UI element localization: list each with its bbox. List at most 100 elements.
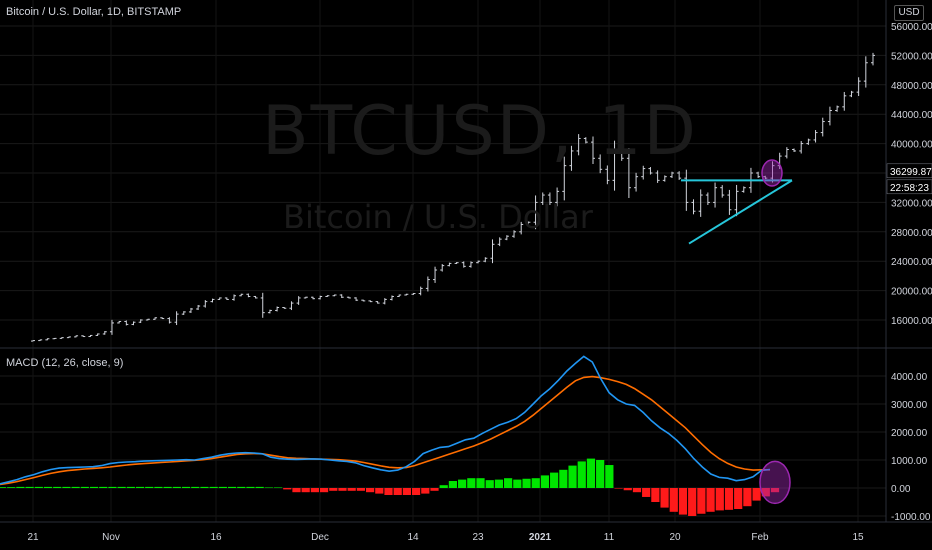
macd-histogram-bar [577, 461, 586, 488]
macd-histogram-bar [540, 475, 550, 488]
price-bar [691, 199, 696, 215]
macd-histogram-bar [586, 458, 596, 488]
macd-histogram-bar [255, 486, 264, 488]
price-bar [598, 154, 603, 174]
price-bar [361, 299, 366, 302]
price-bar [153, 317, 158, 320]
signal-line [0, 375, 770, 486]
price-bar [677, 171, 682, 180]
macd-histogram-bar [421, 488, 430, 494]
price-bar [648, 167, 653, 175]
price-bar [497, 237, 502, 247]
price-bar [827, 106, 832, 126]
macd-histogram-bar [522, 478, 531, 488]
price-tick-label: 44000.00 [891, 110, 932, 121]
price-bar [569, 145, 574, 171]
price-bar [763, 175, 768, 180]
macd-tick-label: 0.00 [891, 484, 911, 495]
macd-histogram-bar [246, 486, 255, 488]
macd-indicator-label[interactable]: MACD (12, 26, close, 9) [6, 357, 124, 369]
time-tick-label: Dec [311, 532, 329, 543]
macd-histogram-bar [660, 488, 669, 508]
price-bar [397, 294, 402, 297]
macd-histogram-bar [623, 488, 632, 491]
price-bar [145, 318, 150, 321]
macd-histogram-bar [384, 488, 393, 495]
price-bar [109, 319, 114, 335]
price-bar [483, 257, 488, 263]
macd-histogram-bar [338, 488, 347, 491]
price-bar [713, 182, 718, 208]
countdown-tag-box [886, 179, 932, 195]
price-tick-label: 20000.00 [891, 287, 932, 298]
breakout-highlight-ellipse [761, 159, 783, 187]
price-bar [275, 306, 280, 312]
macd-histogram-bar [632, 488, 642, 493]
macd-histogram-bar [117, 486, 126, 488]
price-bar [81, 335, 86, 338]
macd-histogram-bar [402, 488, 412, 495]
price-bar [52, 337, 57, 340]
price-bar [117, 320, 122, 324]
macd-histogram-bar [135, 486, 145, 488]
price-bar [813, 130, 818, 143]
price-bar [425, 276, 430, 292]
price-bar [38, 339, 43, 342]
price-tick-label: 48000.00 [891, 81, 932, 92]
price-bar [820, 117, 825, 137]
currency-button[interactable]: USD [894, 5, 924, 21]
price-bar [59, 337, 64, 339]
price-bar [806, 138, 811, 145]
price-bar [684, 169, 689, 211]
price-bar [224, 297, 229, 300]
price-bar [433, 266, 438, 283]
price-bar [260, 292, 265, 318]
macd-tick-label: 4000.00 [891, 372, 928, 383]
macd-pane[interactable] [0, 355, 791, 516]
price-bar [160, 317, 165, 320]
macd-histogram-bar [227, 486, 237, 488]
macd-histogram-bar [7, 487, 16, 488]
macd-tick-label: 1000.00 [891, 456, 928, 467]
price-bar [454, 262, 459, 265]
macd-histogram-bar [439, 485, 448, 488]
macd-histogram-bar [145, 486, 154, 488]
macd-histogram-bar [393, 488, 402, 495]
price-bar [346, 296, 351, 299]
macd-histogram-bar [531, 478, 540, 488]
macd-histogram-bar [53, 486, 62, 488]
time-tick-label: 15 [852, 532, 864, 543]
macd-histogram-bar [25, 486, 34, 488]
price-pane[interactable] [31, 52, 875, 342]
price-bar [626, 148, 631, 198]
macd-histogram-bar [108, 486, 117, 488]
macd-histogram-bar [365, 488, 375, 493]
support-trendline [688, 179, 793, 245]
price-bar [583, 137, 588, 144]
macd-histogram-bar [301, 488, 310, 493]
price-bar [476, 260, 481, 264]
price-bar [612, 140, 617, 191]
price-bar [318, 295, 323, 300]
symbol-title[interactable]: Bitcoin / U.S. Dollar, 1D, BITSTAMP [6, 6, 182, 18]
macd-histogram-bar [126, 486, 135, 488]
macd-tick-label: 2000.00 [891, 428, 928, 439]
price-bar [605, 165, 610, 185]
macd-histogram-bar [283, 488, 292, 490]
macd-histogram-bar [614, 488, 623, 489]
macd-histogram-bar [200, 486, 209, 488]
macd-histogram-bar [264, 487, 273, 488]
macd-histogram-bar [237, 486, 246, 488]
macd-histogram-bar [485, 480, 494, 488]
price-tick-label: 40000.00 [891, 140, 932, 151]
price-bar [490, 239, 495, 264]
price-bar [196, 305, 201, 311]
macd-histogram-bar [181, 486, 191, 488]
price-bar [239, 293, 244, 297]
macd-histogram-bar [761, 488, 770, 497]
macd-histogram-bar [568, 465, 577, 488]
last-price-tag: 36299.87 [890, 167, 932, 178]
macd-histogram-bar [356, 488, 365, 491]
price-bar [203, 300, 208, 308]
